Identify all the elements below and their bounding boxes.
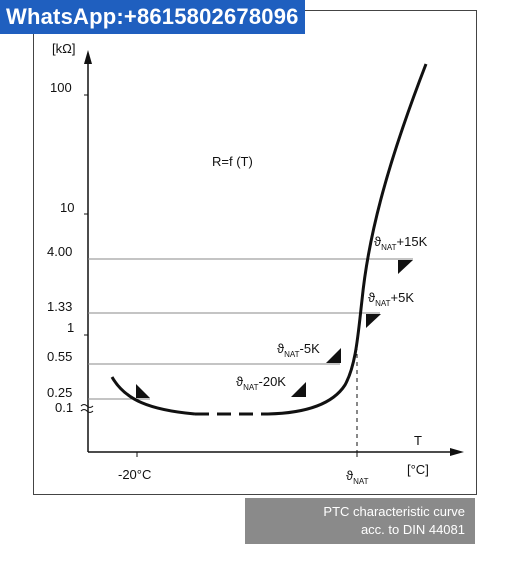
annotation-minus20k: ϑNAT-20K (236, 374, 286, 392)
x-axis-label: T (414, 433, 422, 448)
axis-break-mark (80, 404, 94, 413)
y-tick-0.1: 0.1 (55, 400, 73, 415)
y-unit-label: [kΩ] (52, 41, 75, 56)
annotation-minus5k: ϑNAT-5K (277, 341, 320, 359)
marker-plus15k (398, 260, 413, 274)
marker-cold (136, 384, 150, 398)
y-tick-1: 1 (67, 320, 74, 335)
x-axis-unit: [°C] (407, 462, 429, 477)
curve-cold-branch (110, 376, 196, 416)
y-tick-100: 100 (50, 80, 72, 95)
marker-plus5k (366, 314, 381, 328)
annotation-plus5k: ϑNAT+5K (368, 290, 414, 308)
x-tick-nat: ϑNAT (346, 468, 369, 486)
caption-box: PTC characteristic curve acc. to DIN 440… (245, 498, 475, 544)
marker-minus20k (291, 382, 306, 397)
y-tick-4: 4.00 (47, 244, 72, 259)
y-axis-arrow (84, 50, 92, 64)
y-tick-0.55: 0.55 (47, 349, 72, 364)
y-tick-0.25: 0.25 (47, 385, 72, 400)
x-axis-arrow (450, 448, 464, 456)
x-tick-minus20: -20°C (118, 467, 151, 482)
curve-warm-branch (267, 63, 428, 416)
y-tick-1.33: 1.33 (47, 299, 72, 314)
formula-label: R=f (T) (212, 154, 253, 169)
caption-line-2: acc. to DIN 44081 (360, 522, 465, 537)
y-tick-10: 10 (60, 200, 74, 215)
marker-minus5k (326, 348, 341, 363)
whatsapp-banner: WhatsApp:+8615802678096 (0, 0, 305, 34)
annotation-plus15k: ϑNAT+15K (374, 234, 428, 252)
caption-line-1: PTC characteristic curve (323, 504, 465, 519)
